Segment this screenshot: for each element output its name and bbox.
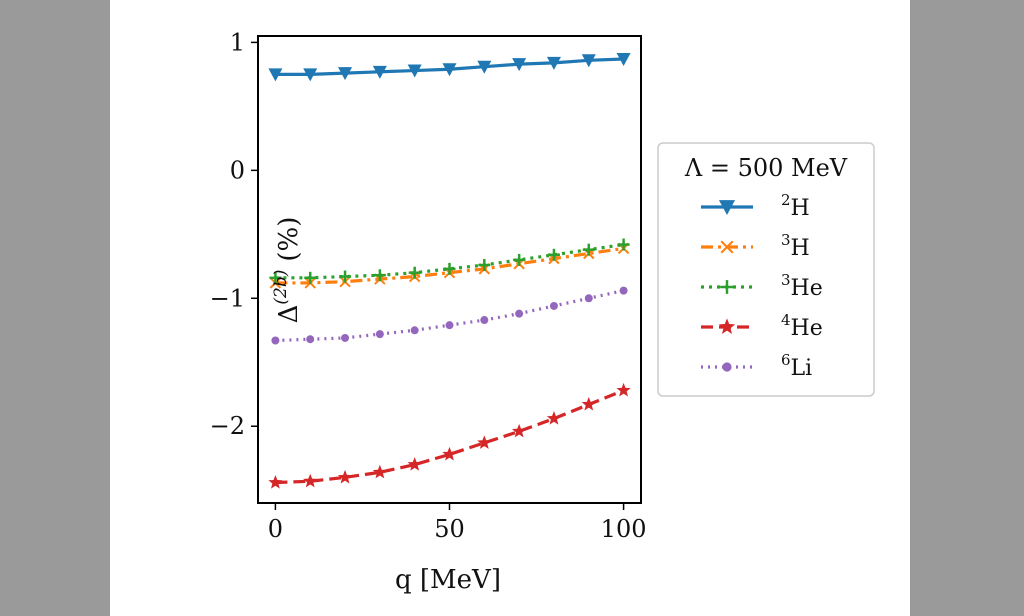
x-tick-label-1: 50 <box>434 515 465 543</box>
data-point-0-7 <box>512 58 527 72</box>
legend-label-2: 3He <box>781 271 823 301</box>
legend-label-base-3: He <box>791 316 823 341</box>
data-point-0-9 <box>581 54 596 68</box>
x-tick-label-0: 0 <box>268 515 283 543</box>
data-point-2-5 <box>443 262 456 275</box>
data-point-2-10 <box>617 238 630 251</box>
legend-label-base-0: H <box>791 196 810 221</box>
legend-marker-2 <box>720 280 734 294</box>
legend-title: Λ = 500 MeV <box>684 154 848 182</box>
series-0 <box>268 53 631 82</box>
axes-layer: 0 50 100 1 0 −1 −2 <box>210 28 647 543</box>
legend-label-base-4: Li <box>791 356 813 381</box>
legend-entry-2: 3He <box>701 271 823 301</box>
legend-marker-0 <box>718 200 736 216</box>
data-point-0-1 <box>303 68 318 82</box>
x-tick-label-2: 100 <box>601 515 647 543</box>
data-point-2-7 <box>513 253 526 266</box>
legend-label-sup-2: 3 <box>781 271 791 289</box>
data-point-3-7 <box>512 423 527 438</box>
data-point-3-0 <box>268 475 283 489</box>
series-2 <box>269 238 630 284</box>
data-point-0-6 <box>477 60 492 74</box>
data-point-4-7 <box>515 309 524 318</box>
legend-label-4: 6Li <box>781 351 812 381</box>
legend-label-sup-0: 2 <box>781 191 791 209</box>
data-point-2-4 <box>408 266 421 279</box>
data-point-2-3 <box>373 269 386 282</box>
data-point-3-3 <box>372 464 387 479</box>
legend-label-0: 2H <box>781 191 810 221</box>
data-point-4-3 <box>375 330 384 339</box>
data-point-4-2 <box>341 333 350 342</box>
data-point-4-10 <box>619 286 628 295</box>
legend-label-1: 3H <box>781 231 810 261</box>
legend-entry-3: 4He <box>701 311 823 341</box>
legend-label-sup-4: 6 <box>781 351 791 369</box>
legend-marker-3 <box>718 318 736 334</box>
y-tick-label-1: 0 <box>230 156 245 184</box>
data-point-3-5 <box>442 446 457 461</box>
data-point-3-6 <box>477 435 492 449</box>
data-point-3-2 <box>337 469 353 484</box>
y-axis-label: Δ(2b) (%) <box>271 217 304 324</box>
legend-entry-0: 2H <box>701 191 810 221</box>
y-tick-label-3: −2 <box>210 412 245 440</box>
legend-marker-4 <box>722 362 732 372</box>
legend-entry-4: 6Li <box>701 351 812 381</box>
figure-canvas: 0 50 100 1 0 −1 −2 q [MeV] Δ(2b) (%) Λ = 500 Me… <box>110 0 910 616</box>
data-point-2-1 <box>304 271 317 284</box>
data-point-4-5 <box>445 321 454 330</box>
series-3 <box>268 382 631 489</box>
data-point-3-8 <box>546 411 562 425</box>
data-point-2-9 <box>582 243 595 256</box>
legend-label-base-1: H <box>791 236 810 261</box>
y-tick-label-2: −1 <box>210 284 245 312</box>
data-point-0-0 <box>268 68 283 82</box>
legend-marker-1 <box>720 240 734 254</box>
data-point-2-0 <box>269 271 282 284</box>
data-point-4-8 <box>549 301 558 310</box>
data-point-4-1 <box>306 335 315 344</box>
data-point-3-9 <box>581 396 596 411</box>
legend-label-sup-3: 4 <box>781 311 791 329</box>
data-point-3-1 <box>303 473 318 488</box>
legend-label-base-2: He <box>791 276 823 301</box>
line-chart: 0 50 100 1 0 −1 −2 q [MeV] Δ(2b) (%) Λ = 500 Me… <box>210 28 875 595</box>
data-point-4-9 <box>584 294 593 303</box>
data-point-4-0 <box>271 336 280 345</box>
data-point-0-2 <box>338 67 353 81</box>
legend-marker-1-stroke-b <box>720 240 734 254</box>
x-axis-label: q [MeV] <box>395 565 501 595</box>
data-point-4-6 <box>480 316 489 325</box>
data-point-0-10 <box>616 53 631 67</box>
data-point-3-10 <box>616 382 631 397</box>
series-line-3 <box>275 388 625 485</box>
y-tick-label-0: 1 <box>230 28 245 56</box>
y-axis-label-base: Δ <box>274 305 304 324</box>
series-layer <box>268 53 631 489</box>
y-axis-label-sup: (2b) <box>271 270 291 305</box>
legend-label-3: 4He <box>781 311 823 341</box>
data-point-2-8 <box>547 248 560 261</box>
data-point-3-4 <box>407 457 422 471</box>
data-point-0-5 <box>442 63 457 77</box>
series-line-1 <box>275 246 624 285</box>
data-point-0-4 <box>407 64 422 78</box>
legend-label-sup-1: 3 <box>781 231 791 249</box>
data-point-4-4 <box>410 326 419 335</box>
data-point-0-3 <box>372 65 387 79</box>
data-point-2-2 <box>339 270 352 283</box>
legend-entry-1: 3H <box>701 231 810 261</box>
y-axis-label-unit: (%) <box>274 217 304 262</box>
series-4 <box>271 286 628 345</box>
data-point-2-6 <box>478 259 491 272</box>
series-line-2 <box>275 242 624 280</box>
data-point-0-8 <box>546 56 561 70</box>
